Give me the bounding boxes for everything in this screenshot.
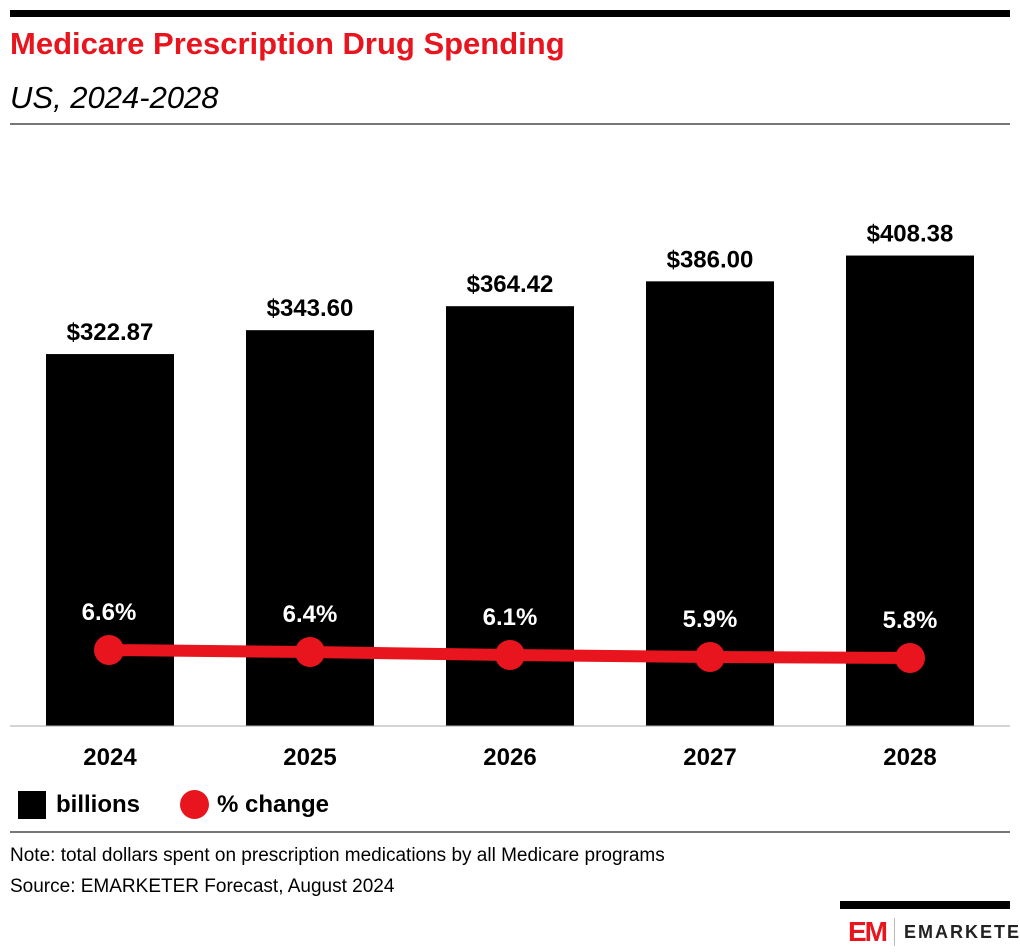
pct-point-2025 bbox=[295, 637, 325, 667]
chart-title: Medicare Prescription Drug Spending bbox=[10, 26, 565, 61]
pct-value-label: 6.1% bbox=[483, 604, 538, 631]
top-bar bbox=[10, 10, 1010, 17]
logo-separator bbox=[894, 918, 895, 946]
bar-value-label: $408.38 bbox=[867, 221, 954, 248]
bar-2024 bbox=[46, 354, 174, 726]
pct-value-label: 5.8% bbox=[883, 607, 938, 634]
legend-bar-swatch bbox=[18, 790, 46, 819]
legend: billions % change bbox=[18, 790, 329, 819]
bar-value-label: $322.87 bbox=[67, 319, 154, 346]
x-tick-label: 2024 bbox=[83, 744, 137, 771]
footer-divider bbox=[10, 831, 1010, 833]
chart-area: $322.87 2024 $343.60 2025 $364.42 2026 $386.00… bbox=[10, 221, 1010, 771]
x-tick-label: 2027 bbox=[683, 744, 736, 771]
header-divider bbox=[10, 123, 1010, 125]
legend-line-swatch bbox=[180, 790, 209, 819]
legend-line-label: % change bbox=[217, 790, 330, 818]
emarketer-logo: EM EMARKETER bbox=[848, 916, 1020, 948]
pct-point-2027 bbox=[695, 642, 725, 672]
pct-value-label: 5.9% bbox=[683, 606, 738, 633]
legend-bar-label: billions bbox=[56, 790, 140, 818]
x-tick-label: 2026 bbox=[483, 744, 536, 771]
source: Source: EMARKETER Forecast, August 2024 bbox=[10, 876, 395, 897]
bar-value-label: $343.60 bbox=[267, 295, 354, 322]
x-tick-label: 2025 bbox=[283, 744, 336, 771]
pct-point-2024 bbox=[94, 635, 124, 665]
bottom-bar bbox=[840, 901, 1010, 909]
bar-value-label: $386.00 bbox=[667, 246, 754, 273]
logo-wordmark: EMARKETER bbox=[904, 921, 1020, 942]
pct-value-label: 6.4% bbox=[283, 601, 338, 628]
x-tick-label: 2028 bbox=[883, 744, 936, 771]
note: Note: total dollars spent on prescriptio… bbox=[10, 845, 665, 866]
bar-value-label: $364.42 bbox=[467, 271, 554, 298]
pct-point-2028 bbox=[895, 643, 925, 673]
logo-mark: EM bbox=[848, 916, 888, 947]
chart-subtitle: US, 2024-2028 bbox=[10, 80, 219, 115]
pct-point-2026 bbox=[495, 640, 525, 670]
pct-value-label: 6.6% bbox=[82, 599, 137, 626]
